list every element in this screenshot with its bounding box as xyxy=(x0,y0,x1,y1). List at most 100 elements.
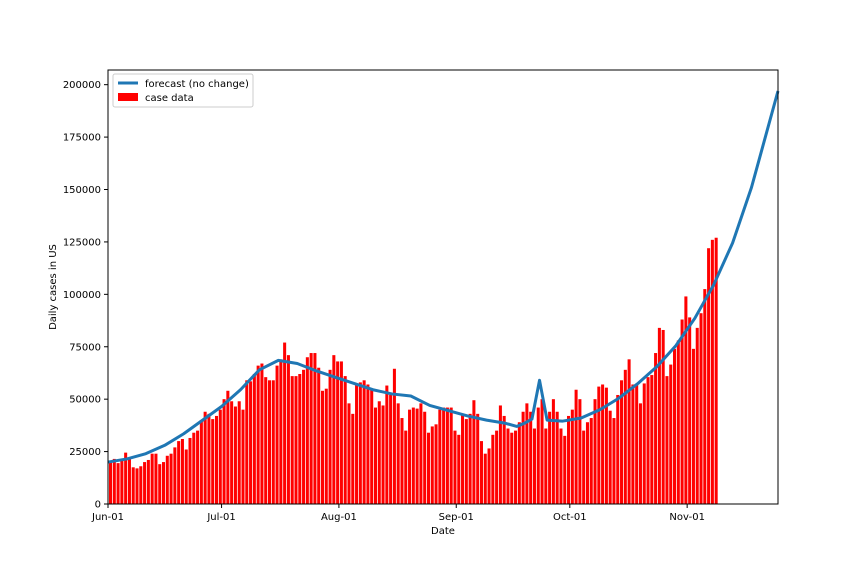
plot-frame xyxy=(107,69,779,505)
case-bar xyxy=(135,468,139,504)
case-bar xyxy=(109,462,113,504)
case-bar xyxy=(657,327,661,504)
case-bar xyxy=(676,340,680,504)
case-bar xyxy=(343,376,347,504)
case-bar xyxy=(449,407,453,504)
case-bar xyxy=(714,237,718,505)
case-bar xyxy=(180,439,184,504)
case-bar xyxy=(646,377,650,504)
case-bar xyxy=(604,387,608,504)
case-bar xyxy=(479,441,483,504)
case-bar xyxy=(260,363,264,504)
y-axis-label: Daily cases in US xyxy=(48,244,59,330)
case-bar xyxy=(404,430,408,504)
case-bar xyxy=(112,458,116,504)
case-bar xyxy=(222,399,226,504)
case-bar xyxy=(601,384,605,504)
case-bar xyxy=(203,411,207,504)
case-bar xyxy=(233,406,237,504)
case-bar xyxy=(642,383,646,504)
case-bar xyxy=(196,430,200,504)
case-bar xyxy=(684,296,688,504)
case-bar xyxy=(408,409,412,504)
legend-case-data-label: case data xyxy=(145,93,194,104)
legend: forecast (no change) case data xyxy=(112,73,254,108)
case-bar xyxy=(237,401,241,504)
case-bar xyxy=(457,434,461,504)
case-bar xyxy=(567,415,571,504)
case-bar xyxy=(661,329,665,504)
case-bar xyxy=(355,384,359,504)
case-bar xyxy=(620,380,624,504)
case-bar xyxy=(279,359,283,504)
case-bar xyxy=(585,422,589,504)
case-bar xyxy=(665,376,669,504)
case-bar xyxy=(491,434,495,504)
case-bar xyxy=(623,369,627,504)
x-tick-label: Sep-01 xyxy=(439,512,474,523)
case-bar xyxy=(290,376,294,504)
case-bar xyxy=(510,432,514,504)
case-bar xyxy=(389,394,393,504)
case-bar xyxy=(264,377,268,504)
case-bar xyxy=(468,413,472,504)
case-bar xyxy=(199,420,203,504)
case-bar xyxy=(347,403,351,504)
y-tick-label: 0 xyxy=(95,500,101,511)
case-bar xyxy=(177,441,181,504)
case-bar xyxy=(146,459,150,504)
case-bar xyxy=(294,376,298,504)
case-bar xyxy=(472,400,476,504)
case-bar xyxy=(271,380,275,504)
case-bar xyxy=(529,411,533,504)
y-tick-label: 150000 xyxy=(63,185,101,196)
case-bar xyxy=(688,317,692,504)
case-bar xyxy=(582,430,586,504)
case-bar xyxy=(476,413,480,504)
case-bar xyxy=(370,388,374,504)
case-bar xyxy=(373,407,377,504)
case-bar xyxy=(419,403,423,504)
case-bar xyxy=(578,399,582,504)
case-bar xyxy=(226,390,230,504)
case-bar xyxy=(158,464,162,504)
case-bar xyxy=(245,380,249,504)
y-tick-label: 100000 xyxy=(63,290,101,301)
case-bar xyxy=(487,448,491,504)
case-bar xyxy=(332,355,336,504)
case-bar xyxy=(612,418,616,504)
case-bar xyxy=(423,411,427,504)
case-bar xyxy=(309,353,313,504)
case-bar xyxy=(305,357,309,504)
case-bar xyxy=(396,403,400,504)
case-bar xyxy=(434,424,438,504)
case-bar xyxy=(680,319,684,504)
case-bar xyxy=(559,428,563,504)
case-bar xyxy=(381,405,385,504)
case-bar xyxy=(495,430,499,504)
case-bar xyxy=(169,453,173,504)
case-bar xyxy=(214,415,219,504)
case-bar xyxy=(453,430,457,504)
case-bar xyxy=(400,418,404,504)
legend-forecast-label: forecast (no change) xyxy=(145,79,249,90)
case-bar xyxy=(631,384,635,504)
case-bar xyxy=(317,367,321,504)
case-bar xyxy=(362,380,366,504)
case-bar xyxy=(616,394,620,504)
y-tick-label: 125000 xyxy=(63,237,101,248)
case-bar xyxy=(211,419,215,504)
case-bar xyxy=(593,399,597,504)
case-bar xyxy=(358,382,362,504)
case-bar xyxy=(517,422,521,504)
y-tick-label: 25000 xyxy=(69,447,101,458)
case-bar xyxy=(173,447,177,504)
case-bar xyxy=(445,407,449,504)
case-bar xyxy=(127,457,131,504)
case-bar xyxy=(570,409,574,504)
case-bar xyxy=(207,413,211,504)
case-bar xyxy=(392,368,396,504)
case-bar xyxy=(184,449,188,504)
case-bar xyxy=(540,399,544,504)
case-bar xyxy=(252,374,256,504)
